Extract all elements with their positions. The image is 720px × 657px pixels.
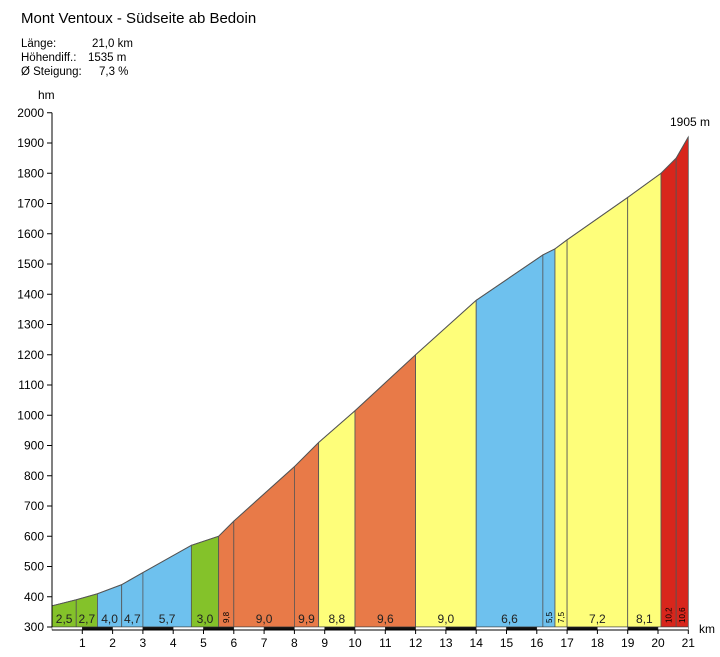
x-tick-label: 11 — [379, 636, 392, 650]
y-tick-label: 1400 — [17, 287, 44, 301]
segment-area — [554, 239, 568, 628]
segment-area — [542, 248, 556, 628]
segment-grade-label: 6,6 — [501, 612, 518, 626]
x-axis-label: km — [699, 622, 715, 636]
segment-grade-label: 9,9 — [298, 612, 315, 626]
x-tick-label: 4 — [170, 636, 177, 650]
x-tick-label: 21 — [682, 636, 696, 650]
stat-value: 1535 m — [88, 52, 127, 64]
y-tick-label: 1600 — [17, 227, 44, 241]
y-tick-label: 700 — [24, 499, 44, 513]
x-tick-label: 6 — [230, 636, 237, 650]
y-tick-label: 400 — [24, 590, 44, 604]
segment-area — [415, 299, 477, 628]
x-tick-label: 18 — [591, 636, 605, 650]
segment-area — [660, 157, 677, 628]
x-tick-label: 15 — [500, 636, 514, 650]
y-tick-label: 600 — [24, 529, 44, 543]
y-tick-label: 1100 — [18, 378, 44, 392]
y-tick-label: 1300 — [17, 318, 44, 332]
stat-value: 7,3 % — [99, 66, 129, 78]
x-tick-label: 8 — [291, 636, 298, 650]
segment-grade-label: 9,0 — [438, 612, 455, 626]
x-tick-label: 17 — [560, 636, 574, 650]
x-tick-label: 13 — [439, 636, 453, 650]
segment-grade-label: 5,5 — [545, 611, 554, 623]
profile-line — [51, 136, 689, 607]
y-tick-label: 1500 — [17, 257, 44, 271]
y-tick-label: 1800 — [17, 166, 44, 180]
y-tick-label: 300 — [24, 620, 44, 634]
segment-area — [318, 409, 356, 628]
summit-label: 1905 m — [670, 115, 710, 129]
segment-area — [218, 520, 235, 628]
segment-grade-label: 7,2 — [589, 612, 606, 626]
y-tick-label: 1000 — [17, 408, 44, 422]
x-tick-label: 16 — [530, 636, 544, 650]
x-tick-label: 14 — [470, 636, 484, 650]
chart-title: Mont Ventoux - Südseite ab Bedoin — [21, 10, 257, 27]
stat-label: Ø Steigung: — [21, 66, 82, 78]
segment-grade-label: 4,7 — [124, 612, 141, 626]
x-tick-label: 20 — [651, 636, 665, 650]
segment-grade-label: 2,5 — [56, 612, 73, 626]
stat-label: Länge: — [21, 38, 57, 50]
segment-area — [566, 196, 629, 628]
y-tick-label: 1700 — [17, 197, 44, 211]
x-tick-label: 7 — [261, 636, 268, 650]
segment-grade-label: 8,8 — [328, 612, 345, 626]
x-tick-label: 9 — [321, 636, 328, 650]
x-tick-label: 2 — [109, 636, 116, 650]
stat-value: 21,0 km — [92, 38, 133, 50]
x-tick-label: 10 — [348, 636, 362, 650]
x-tick-label: 19 — [621, 636, 635, 650]
segment-area — [475, 254, 544, 628]
segment-grade-label: 9,0 — [256, 612, 273, 626]
segment-area — [233, 465, 295, 628]
segment-grade-label: 10,6 — [678, 607, 687, 623]
x-tick-label: 3 — [140, 636, 147, 650]
x-tick-label: 1 — [79, 636, 86, 650]
segment-grade-label: 7,5 — [557, 611, 566, 623]
y-axis-label: hm — [38, 88, 55, 102]
y-tick-label: 1200 — [17, 348, 44, 362]
stat-label: Höhendiff.: — [21, 52, 77, 64]
segment-grade-label: 2,7 — [79, 612, 96, 626]
segment-grade-label: 4,0 — [101, 612, 118, 626]
segment-grade-label: 3,0 — [197, 612, 214, 626]
y-tick-label: 800 — [24, 469, 44, 483]
segment-area — [293, 441, 320, 628]
segment-grade-label: 10,2 — [665, 607, 674, 623]
segment-grade-label: 5,7 — [159, 612, 176, 626]
x-tick-label: 5 — [200, 636, 207, 650]
y-tick-label: 1900 — [17, 136, 44, 150]
y-tick-label: 500 — [24, 560, 44, 574]
segment-grade-label: 9,8 — [222, 611, 231, 623]
segment-area — [354, 353, 417, 628]
x-tick-label: 12 — [409, 636, 423, 650]
y-tick-label: 900 — [24, 439, 44, 453]
segment-area — [675, 135, 689, 628]
y-tick-label: 2000 — [17, 106, 44, 120]
segment-grade-label: 8,1 — [636, 612, 653, 626]
segment-area — [627, 172, 662, 628]
segment-grade-label: 9,6 — [377, 612, 394, 626]
